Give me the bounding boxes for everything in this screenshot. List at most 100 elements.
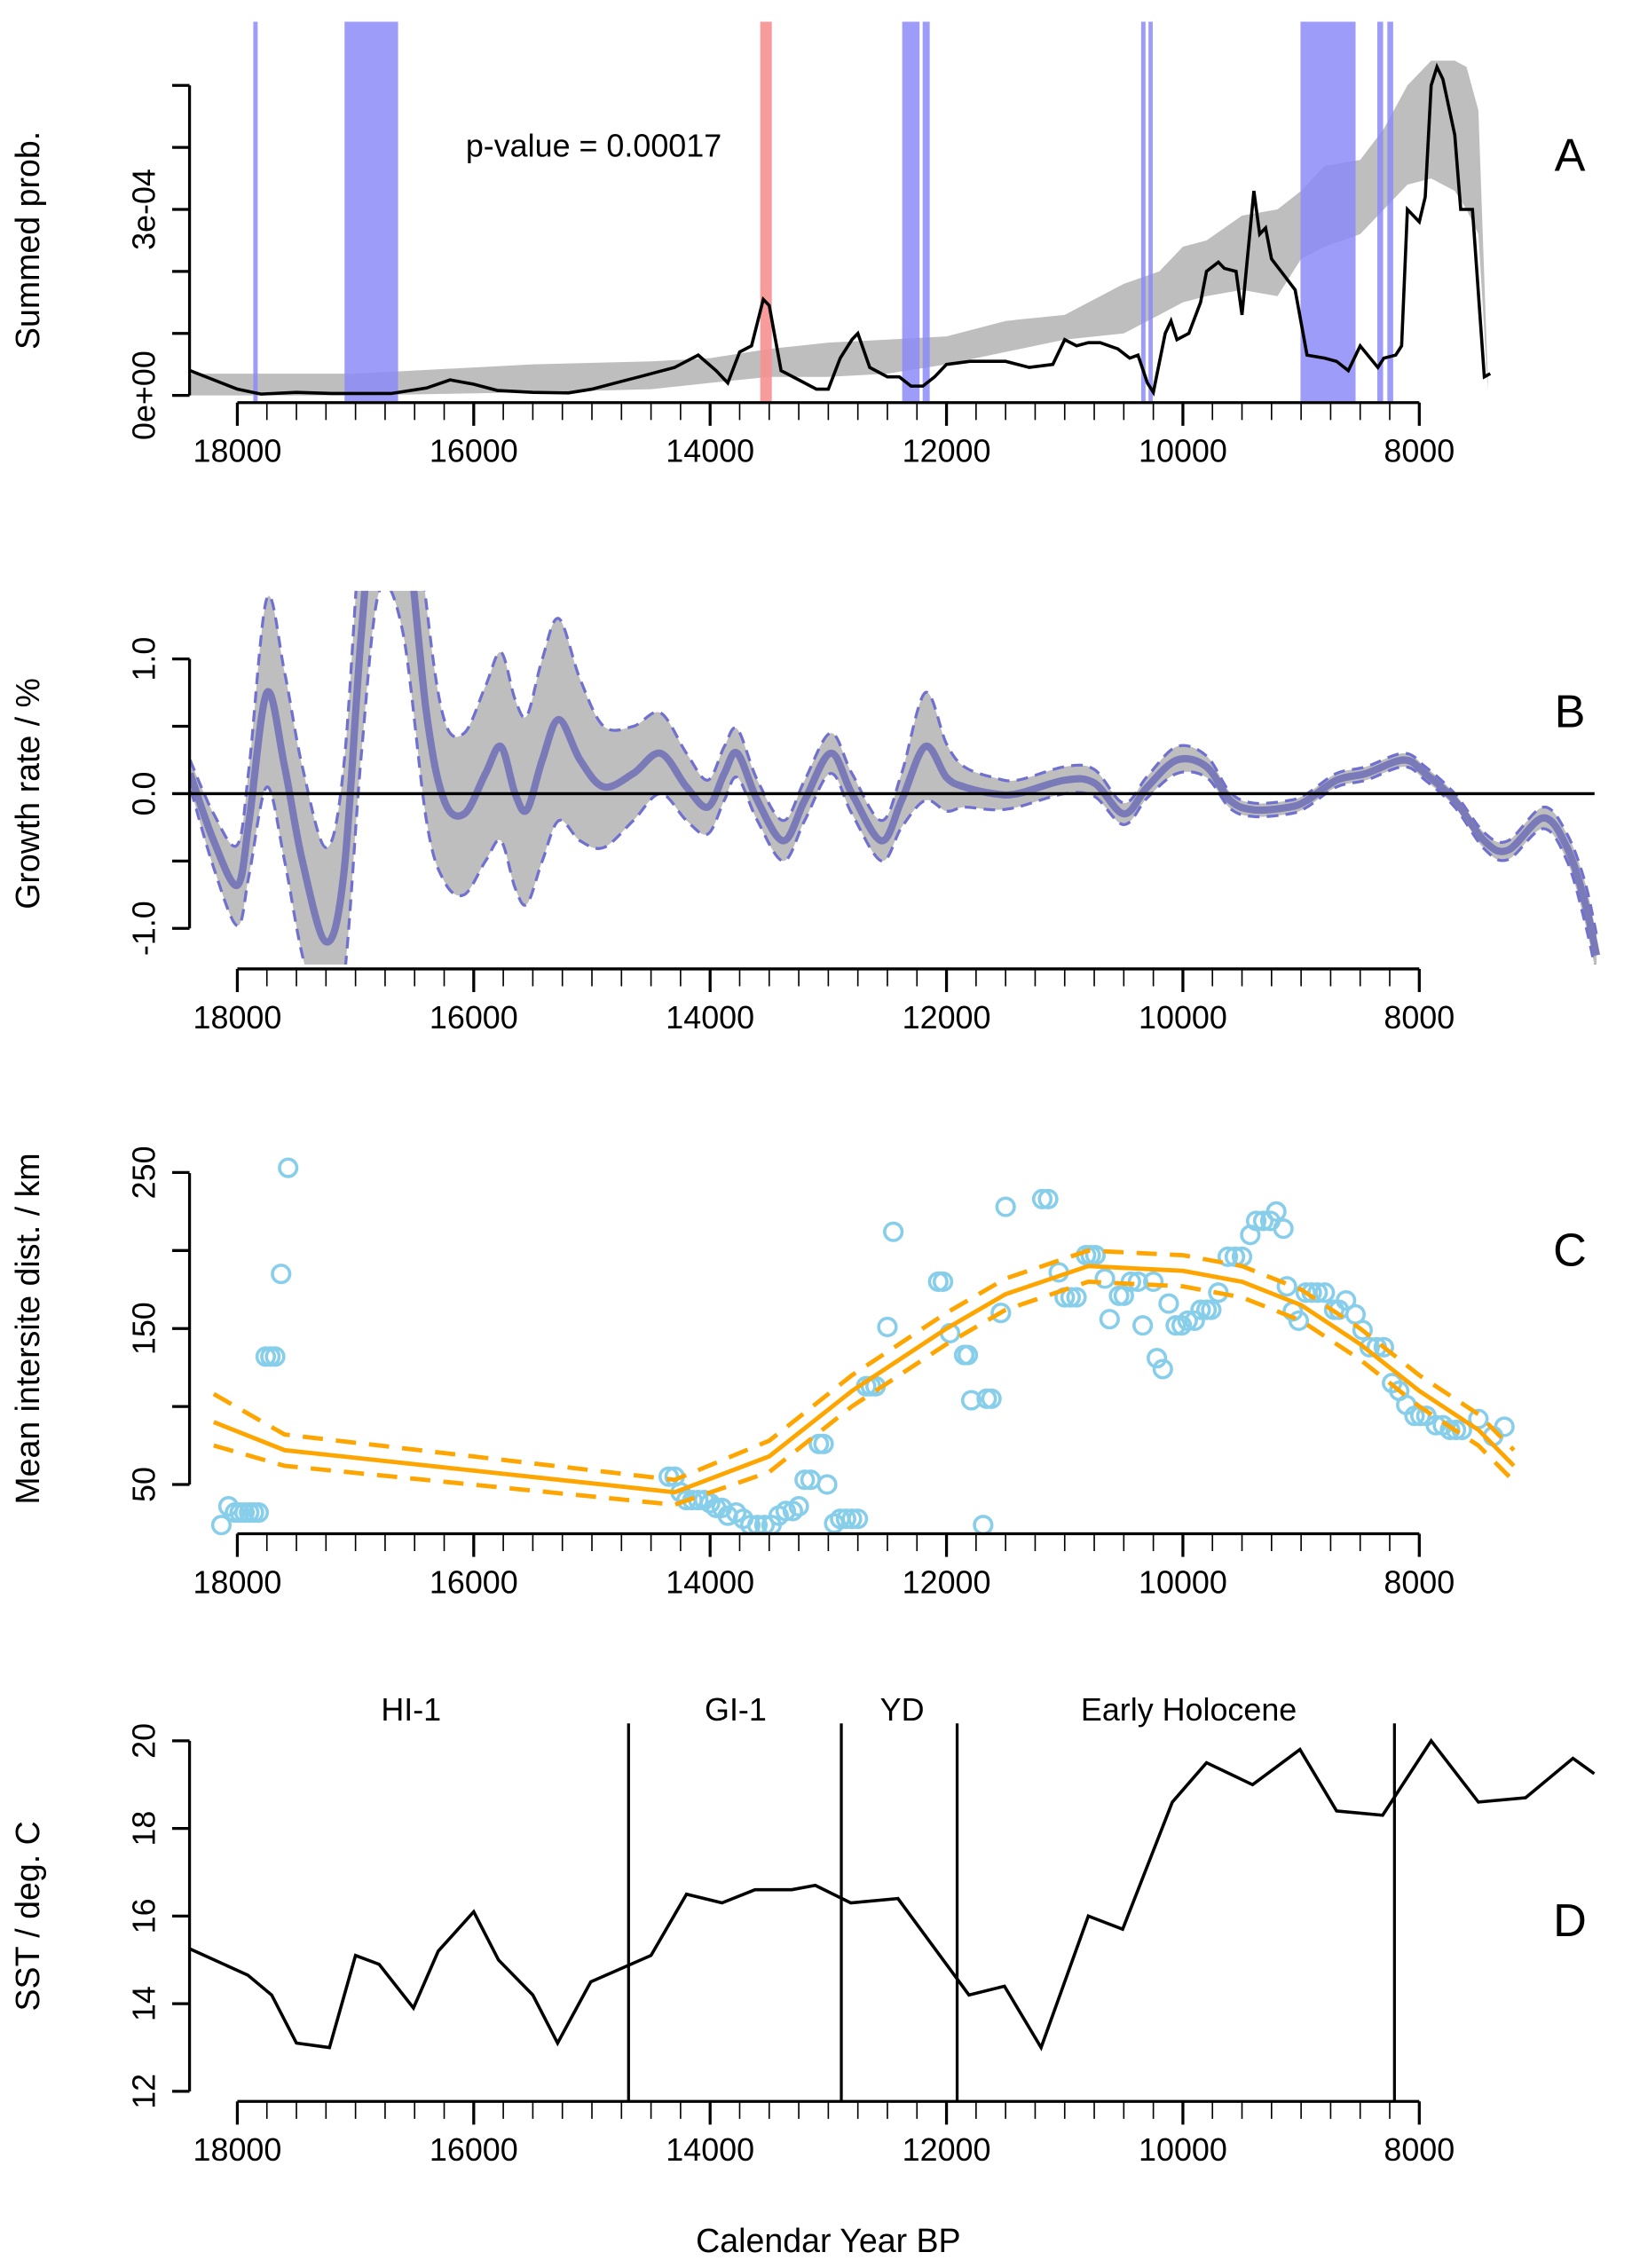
data-point [1060,1287,1081,1308]
negative-deviation-band [922,21,930,402]
fit-lower-ci [213,1280,1516,1508]
data-point [981,1388,1002,1409]
data-point [1158,1293,1179,1314]
data-point [1190,1299,1211,1320]
x-tick-label: 14000 [666,434,754,469]
period-label: YD [880,1692,925,1728]
growth-ci-band [190,590,1597,965]
data-point [775,1500,797,1522]
data-point [877,1316,898,1338]
y-tick-label: -1.0 [126,901,162,956]
panel-a-summed-probability: p-value = 0.00017 18000 16000 14000 12000 100… [9,21,1586,469]
y-tick-label: 18 [126,1811,162,1847]
data-point [1165,1315,1187,1336]
x-tick-label: 12000 [903,1000,991,1036]
growth-ci-upper [189,590,1598,936]
sst-line [189,1737,1596,2051]
data-point [957,1344,979,1366]
panel-letter: A [1555,130,1586,182]
data-point [1132,1315,1154,1336]
data-point [1352,1319,1373,1341]
data-point [1143,1271,1164,1293]
data-point [1494,1416,1515,1437]
x-tick-label: 18000 [193,1000,282,1036]
y-tick-label: 3e-04 [126,169,162,250]
period-label: GI-1 [705,1692,767,1728]
plot-area [189,590,1601,965]
data-point [1177,1310,1198,1332]
x-tick-label: 10000 [1139,1564,1227,1600]
data-point [1314,1282,1336,1303]
data-point [1288,1310,1310,1332]
y-axis-title: Summed prob. [9,131,46,350]
summed-probability-line [189,62,1492,397]
x-tick-label: 8000 [1384,434,1455,469]
data-point [278,1157,299,1178]
plot-area [189,1737,1596,2051]
x-tick-label: 12000 [903,2132,991,2168]
data-point [960,1390,982,1411]
data-point [1217,1246,1239,1267]
panel-letter: B [1555,686,1586,737]
x-tick-label: 14000 [666,2132,754,2168]
data-point [1446,1419,1467,1441]
x-tick-label: 8000 [1384,1000,1455,1036]
data-point [995,1196,1016,1217]
data-point [1201,1299,1222,1320]
positive-deviation-band [760,21,772,402]
x-tick-label: 16000 [430,434,518,469]
y-axis-title: Growth rate / % [9,678,46,910]
negative-deviation-band [344,21,398,402]
data-point [1273,1218,1294,1240]
y-tick-label: 14 [126,1986,162,2021]
data-point [1031,1188,1053,1209]
data-point [1252,1210,1274,1232]
y-tick-label: 150 [126,1302,162,1355]
data-point [835,1508,856,1530]
negative-deviation-band [1300,21,1356,402]
data-point [1037,1188,1059,1209]
x-tick-label: 12000 [903,434,991,469]
data-point [932,1271,954,1293]
data-point [210,1515,233,1536]
y-axis-title: SST / deg. C [9,1821,46,2011]
data-point [794,1469,816,1491]
data-point [813,1433,834,1454]
x-tick-label: 10000 [1139,434,1227,469]
x-tick-label: 8000 [1384,1564,1455,1600]
data-point [271,1264,292,1285]
x-tick-label: 10000 [1139,2132,1227,2168]
data-point [1373,1336,1394,1358]
y-tick-label: 0.0 [126,771,162,815]
y-axis-title: Mean intersite dist. / km [9,1153,46,1504]
x-tick-label: 8000 [1384,2132,1455,2168]
data-point [788,1496,809,1517]
plot-area [189,21,1492,402]
x-tick-label: 14000 [666,1564,754,1600]
data-point [1404,1406,1425,1427]
data-point [1184,1310,1205,1332]
data-point [883,1221,904,1242]
x-tick-label: 10000 [1139,1000,1227,1036]
fit-line [212,1264,1516,1495]
growth-ci-lower [189,590,1597,965]
p-value-annotation: p-value = 0.00017 [466,128,721,163]
y-tick-label: 250 [126,1146,162,1199]
fit-upper-ci [212,1248,1516,1483]
negative-deviation-band [1377,21,1384,402]
data-point [848,1508,869,1530]
data-point [1099,1309,1120,1330]
negative-deviation-band [1140,21,1146,402]
growth-rate-line [189,590,1601,957]
panel-c-intersite-distance: 18000 16000 14000 12000 10000 8000 50 150 250 Mea… [9,1146,1587,1600]
x-tick-label: 16000 [430,1000,518,1036]
data-point [1084,1244,1106,1266]
panel-letter: D [1553,1895,1587,1947]
y-tick-label: 1.0 [126,637,162,681]
data-point [1152,1358,1173,1380]
data-point [816,1474,838,1495]
y-tick-label: 12 [126,2074,162,2109]
data-point [990,1303,1012,1324]
negative-deviation-band [253,21,258,402]
